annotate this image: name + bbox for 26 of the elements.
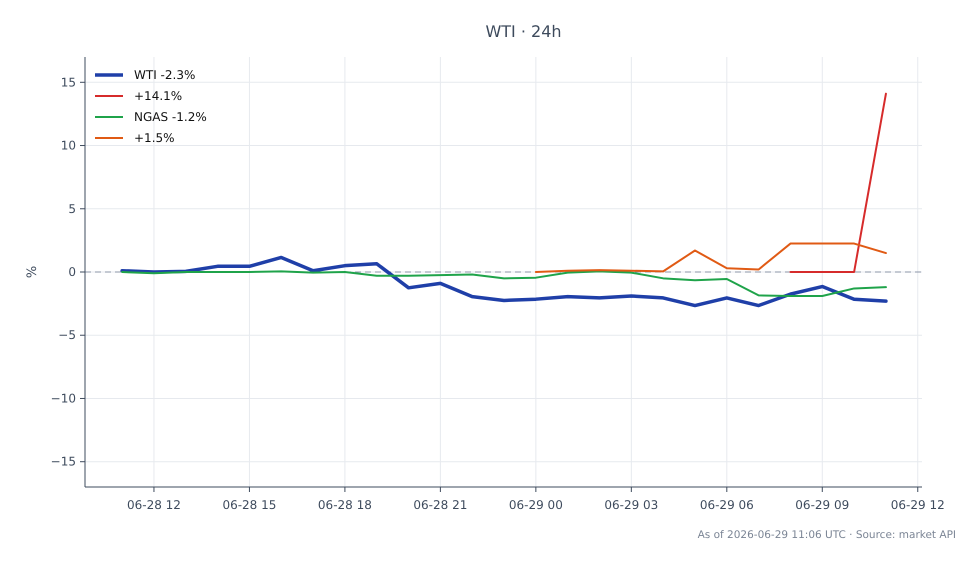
y-axis-title: % <box>25 266 40 278</box>
legend-label: WTI -2.3% <box>134 68 196 82</box>
y-tick-label: −5 <box>58 328 76 342</box>
chart-title: WTI · 24h <box>485 22 562 41</box>
y-tick-label: −15 <box>50 454 76 469</box>
x-tick-label: 06-29 09 <box>795 498 850 512</box>
legend-label: +1.5% <box>134 131 175 145</box>
legend-label: NGAS -1.2% <box>134 110 207 124</box>
x-tick-label: 06-29 06 <box>700 498 754 512</box>
y-tick-label: 0 <box>68 265 76 279</box>
y-tick-label: −10 <box>50 391 76 406</box>
line-series <box>120 256 888 308</box>
x-tick-label: 06-28 21 <box>413 498 468 512</box>
x-tick-label: 06-29 00 <box>508 498 563 512</box>
x-tick-label: 06-29 12 <box>890 498 945 512</box>
x-tick-label: 06-28 18 <box>318 498 372 512</box>
y-tick-label: 15 <box>60 75 76 90</box>
x-tick-label: 06-28 12 <box>126 498 181 512</box>
text: As of 2026-06-29 11:06 UTC · Source: market API <box>698 529 956 541</box>
x-tick-label: 06-28 15 <box>222 498 276 512</box>
y-tick-label: 5 <box>68 202 76 216</box>
legend-label: +14.1% <box>134 89 182 103</box>
x-tick-label: 06-29 03 <box>604 498 658 512</box>
y-tick-label: 10 <box>60 138 76 153</box>
line-series <box>534 242 887 273</box>
line-series <box>121 270 887 298</box>
